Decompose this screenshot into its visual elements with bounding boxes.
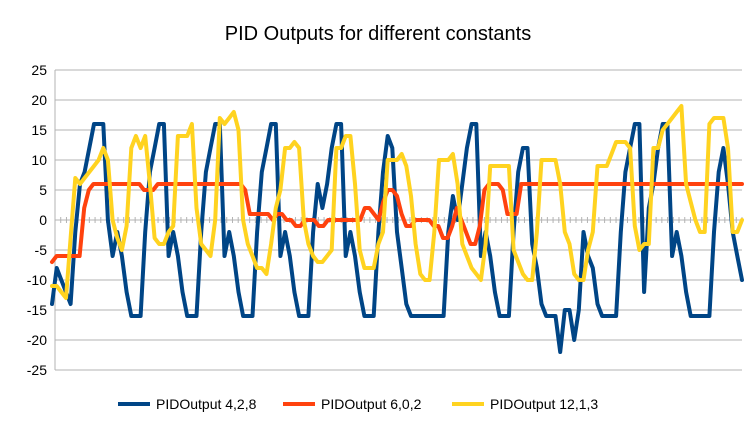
y-tick-label: -15 — [27, 302, 47, 318]
legend: PIDOutput 4,2,8 PIDOutput 6,0,2 PIDOutput … — [118, 396, 598, 412]
y-tick-label: -20 — [27, 332, 47, 348]
y-tick-label: 25 — [31, 62, 47, 78]
series-line-3 — [50, 104, 744, 300]
legend-label-2: PIDOutput 6,0,2 — [321, 396, 422, 412]
y-tick-label: 0 — [39, 212, 47, 228]
y-tick-label: -25 — [27, 362, 47, 378]
y-tick-label: 20 — [31, 92, 47, 108]
series-line-2 — [50, 182, 744, 264]
y-axis-ticks: 25 20 15 10 5 0 -5 -10 -15 -20 -25 — [27, 62, 47, 378]
series-line-1 — [50, 122, 744, 354]
legend-label-3: PIDOutput 12,1,3 — [490, 396, 598, 412]
y-tick-label: 15 — [31, 122, 47, 138]
y-tick-label: -5 — [35, 242, 48, 258]
y-tick-label: 10 — [31, 152, 47, 168]
grid-lines — [54, 69, 743, 371]
series-lines — [50, 104, 744, 354]
chart-title: PID Outputs for different constants — [225, 23, 531, 45]
y-tick-label: -10 — [27, 272, 47, 288]
legend-label-1: PIDOutput 4,2,8 — [156, 396, 257, 412]
y-tick-label: 5 — [39, 182, 47, 198]
